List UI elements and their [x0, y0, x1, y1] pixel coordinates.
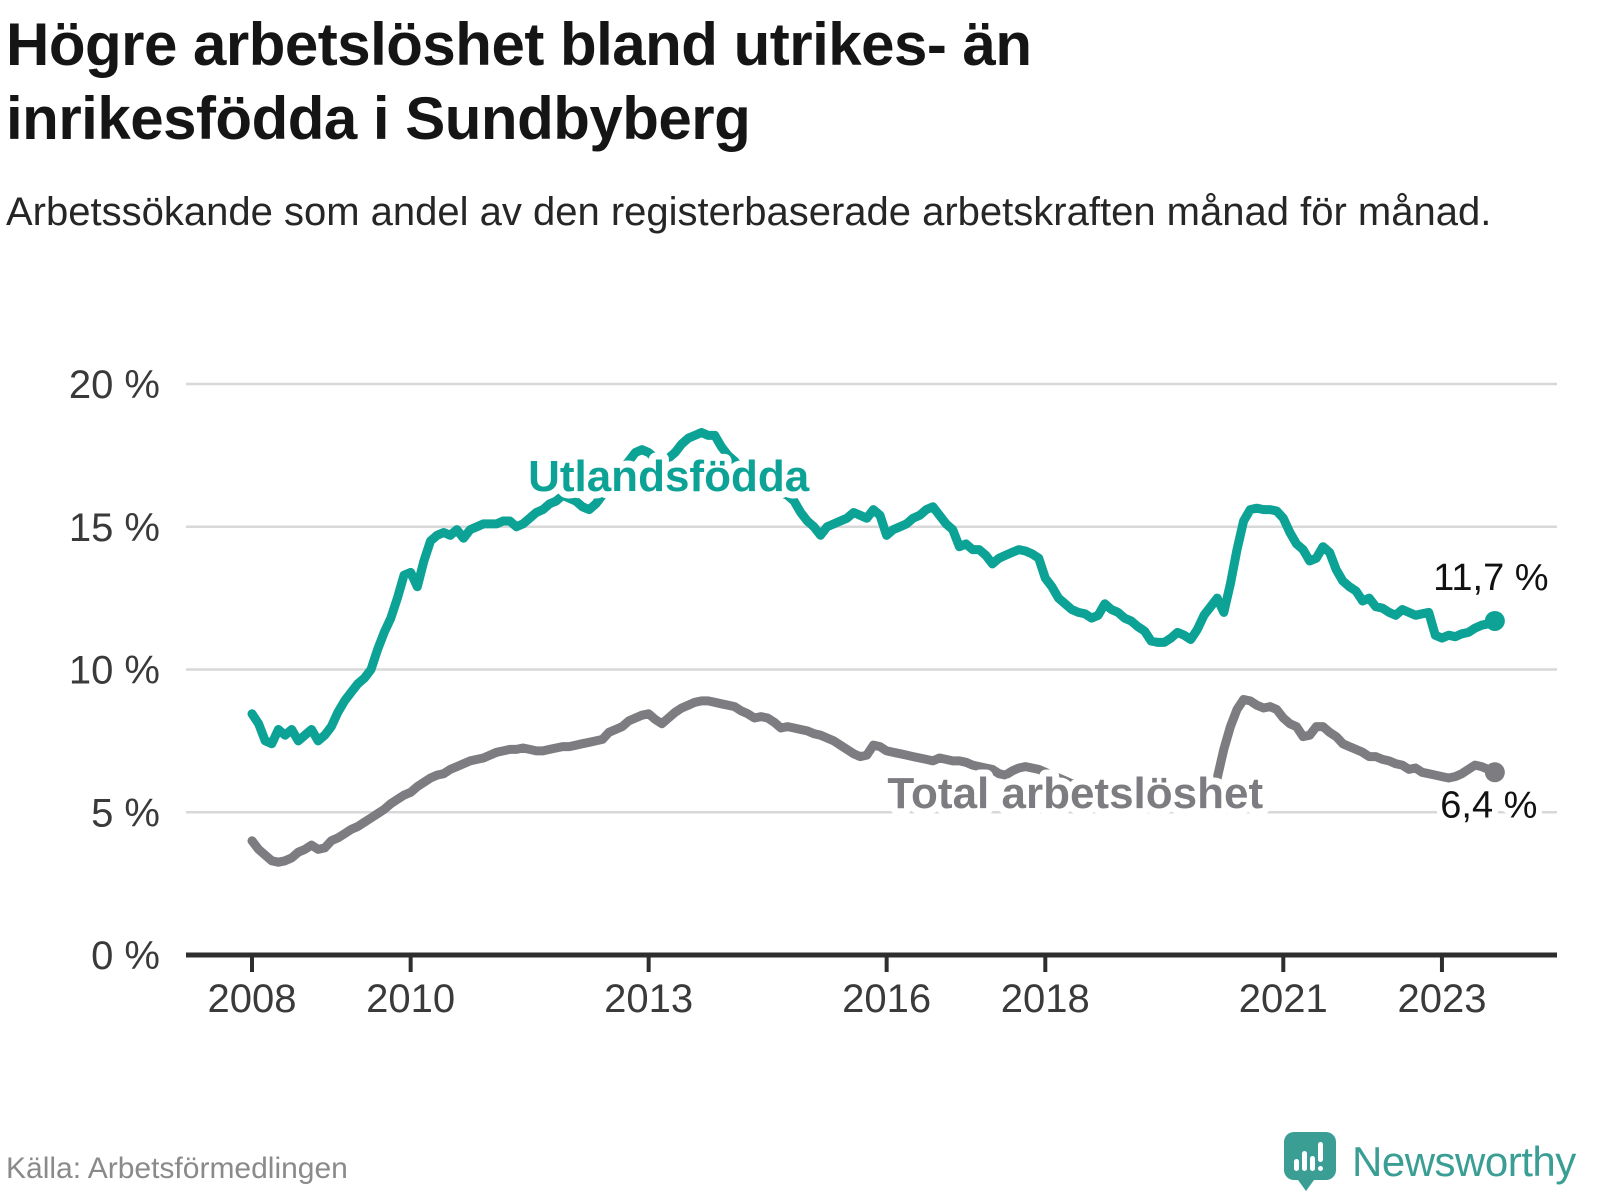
series-line-total-arbetsloshet: [247, 695, 1500, 867]
end-value-label-utlandsfodda: 11,7 %: [1433, 557, 1548, 599]
end-value-label-total: 6,4 %: [1440, 784, 1537, 826]
series-label-utlandsfodda: Utlandsfödda: [528, 452, 810, 501]
brand-logo: Newsworthy: [1284, 1132, 1576, 1192]
brand-name: Newsworthy: [1352, 1138, 1576, 1185]
y-tick-label-15: 15 %: [69, 506, 160, 550]
x-tick-label-2023: 2023: [1397, 977, 1486, 1021]
source-note: Källa: Arbetsförmedlingen: [6, 1152, 348, 1185]
series-line-utlandsfodda: [247, 428, 1500, 749]
series-lines: [247, 428, 1500, 867]
y-tick-label-20: 20 %: [69, 363, 160, 407]
x-tick-label-2010: 2010: [366, 977, 455, 1021]
y-tick-label-10: 10 %: [69, 649, 160, 693]
y-tick-label-0: 0 %: [91, 934, 160, 978]
y-axis-labels: 0 % 5 % 10 % 15 % 20 %: [69, 363, 160, 978]
x-axis: 2008 2010 2013 2016 2018 2021 2023: [186, 952, 1557, 1021]
endpoint-dots: [1484, 610, 1505, 783]
endpoint-dot-utlandsfodda: [1484, 610, 1505, 631]
x-tick-label-2016: 2016: [842, 977, 931, 1021]
series-label-total-arbetsloshet: Total arbetslöshet: [887, 769, 1263, 818]
y-tick-label-5: 5 %: [91, 791, 160, 835]
page-title: Högre arbetslöshet bland utrikes- än inr…: [6, 11, 1032, 153]
bar-chart-speech-bubble-icon: [1284, 1132, 1336, 1191]
x-tick-label-2018: 2018: [1001, 977, 1090, 1021]
x-tick-label-2013: 2013: [604, 977, 693, 1021]
x-tick-label-2021: 2021: [1239, 977, 1328, 1021]
y-gridlines: [186, 382, 1557, 814]
chart-subtitle: Arbetssökande som andel av den registerb…: [6, 190, 1492, 234]
endpoint-dot-total: [1484, 762, 1505, 783]
x-tick-label-2008: 2008: [208, 977, 297, 1021]
